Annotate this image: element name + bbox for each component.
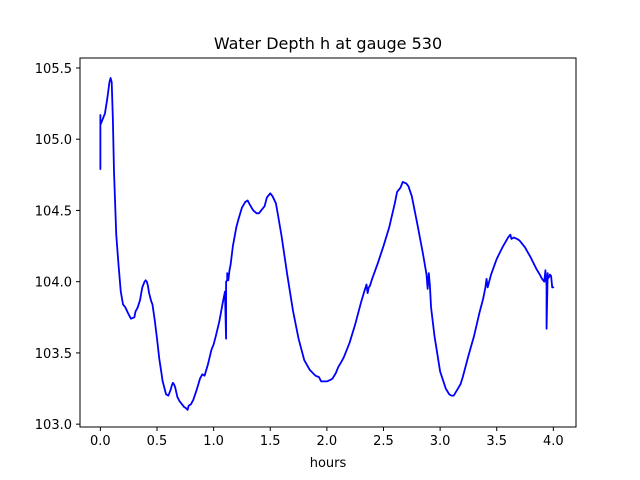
plot-frame [79, 57, 577, 428]
x-tick-label: 1.5 [260, 434, 281, 449]
x-tick-label: 0.5 [147, 434, 168, 449]
y-tick-label: 104.5 [35, 204, 72, 219]
y-tick-label: 105.0 [35, 133, 72, 148]
y-tick-label: 104.0 [35, 276, 72, 291]
x-axis: 0.0 0.5 1.0 1.5 2.0 2.5 3.0 3.5 4.0 [90, 427, 564, 449]
y-tick-label: 103.0 [35, 418, 72, 433]
x-tick-label: 2.0 [317, 434, 338, 449]
y-tick-label: 105.5 [35, 62, 72, 77]
x-tick-label: 2.5 [373, 434, 394, 449]
x-tick-label: 3.0 [430, 434, 451, 449]
series-line [99, 77, 555, 411]
chart-title: Water Depth h at gauge 530 [214, 34, 442, 53]
x-tick-label: 0.0 [90, 434, 111, 449]
x-axis-label: hours [310, 456, 347, 471]
x-tick-label: 4.0 [543, 434, 564, 449]
x-tick-label: 1.0 [203, 434, 224, 449]
y-tick-label: 103.5 [35, 347, 72, 362]
plot-area [79, 57, 577, 428]
x-tick-label: 3.5 [486, 434, 507, 449]
y-axis: 103.0 103.5 104.0 104.5 105.0 105.5 [35, 62, 80, 433]
